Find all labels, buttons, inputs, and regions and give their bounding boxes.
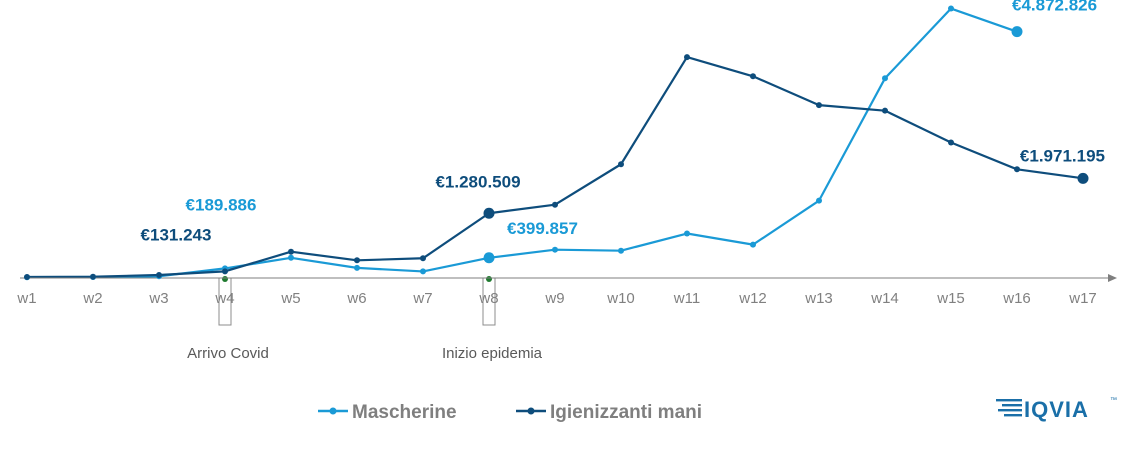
data-point-igienizzanti-mani [288, 248, 294, 255]
logo-stripe [1004, 414, 1022, 417]
data-point-igienizzanti-mani [420, 255, 426, 262]
data-point-mascherine [750, 241, 756, 248]
x-tick-label: w15 [936, 290, 965, 307]
data-point-igienizzanti-mani [24, 273, 30, 280]
event-marker-dot [486, 276, 492, 282]
legend-marker [527, 407, 535, 415]
x-tick-label: w3 [148, 290, 168, 307]
data-point-igienizzanti-mani [750, 73, 756, 80]
x-tick-label: w1 [16, 290, 36, 307]
data-label: €1.971.195 [1020, 146, 1105, 165]
logo-trademark: ™ [1110, 397, 1117, 404]
data-point-mascherine [420, 268, 426, 275]
data-point-igienizzanti-mani [1077, 172, 1089, 184]
legend-label: Igienizzanti mani [550, 402, 702, 423]
data-label: €4.872.826 [1012, 0, 1097, 15]
data-point-mascherine [288, 254, 294, 261]
x-tick-label: w13 [804, 290, 833, 307]
data-point-mascherine [816, 197, 822, 204]
data-point-igienizzanti-mani [882, 107, 888, 114]
data-labels: €189.886 €131.243 €1.280.509 €399.857 €4.872… [141, 0, 1105, 244]
data-label: €399.857 [507, 219, 578, 238]
data-label: €1.280.509 [435, 172, 520, 191]
data-point-mascherine [948, 5, 954, 12]
data-point-mascherine [552, 246, 558, 253]
legend-label: Mascherine [352, 402, 457, 423]
legend: Mascherine Igienizzanti mani [318, 402, 702, 423]
data-point-igienizzanti-mani [222, 268, 228, 275]
data-point-mascherine [882, 75, 888, 82]
data-point-igienizzanti-mani [483, 207, 495, 219]
data-label: €131.243 [141, 225, 212, 244]
data-point-igienizzanti-mani [684, 54, 690, 61]
x-tick-label: w14 [870, 290, 899, 307]
x-tick-label: w4 [214, 290, 234, 307]
data-point-mascherine [1011, 26, 1023, 38]
data-point-igienizzanti-mani [90, 273, 96, 280]
logo-stripe [1002, 404, 1022, 407]
x-axis-arrow-icon [1108, 274, 1117, 282]
x-tick-label: w17 [1068, 290, 1097, 307]
data-point-igienizzanti-mani [816, 102, 822, 109]
data-point-mascherine [354, 264, 360, 271]
x-tick-label: w2 [82, 290, 102, 307]
event-annotation-label: Inizio epidemia [442, 345, 543, 362]
x-tick-label: w7 [412, 290, 432, 307]
x-tick-label: w12 [738, 290, 767, 307]
data-point-igienizzanti-mani [354, 257, 360, 264]
x-axis: w1 w2 w3 w4 w5 w6 w7 w8 w9 w10 w11 w12 w13 w14 w15 w16 w… [16, 274, 1117, 307]
data-label: €189.886 [186, 195, 257, 214]
x-tick-label: w9 [544, 290, 564, 307]
x-tick-label: w8 [478, 290, 498, 307]
logo-stripe [998, 409, 1022, 412]
event-marker-dot [222, 276, 228, 282]
x-tick-label: w5 [280, 290, 300, 307]
logo-stripe [996, 399, 1022, 402]
data-point-igienizzanti-mani [552, 201, 558, 208]
data-point-igienizzanti-mani [948, 139, 954, 146]
series-points [24, 5, 1089, 281]
data-point-igienizzanti-mani [1014, 166, 1020, 173]
data-point-mascherine [618, 247, 624, 254]
x-tick-label: w11 [673, 290, 700, 307]
logo-text: IQVIA [1024, 397, 1089, 422]
data-point-igienizzanti-mani [156, 271, 162, 278]
event-annotation-label: Arrivo Covid [187, 345, 269, 362]
x-tick-label: w16 [1002, 290, 1031, 307]
annotations: Arrivo Covid Inizio epidemia [187, 276, 543, 362]
data-point-mascherine [684, 230, 690, 237]
x-tick-label: w6 [346, 290, 366, 307]
legend-marker [329, 407, 337, 415]
x-tick-label: w10 [606, 290, 635, 307]
data-point-igienizzanti-mani [618, 161, 624, 168]
data-point-mascherine [483, 252, 495, 264]
iqvia-logo: IQVIA ™ [996, 397, 1117, 422]
